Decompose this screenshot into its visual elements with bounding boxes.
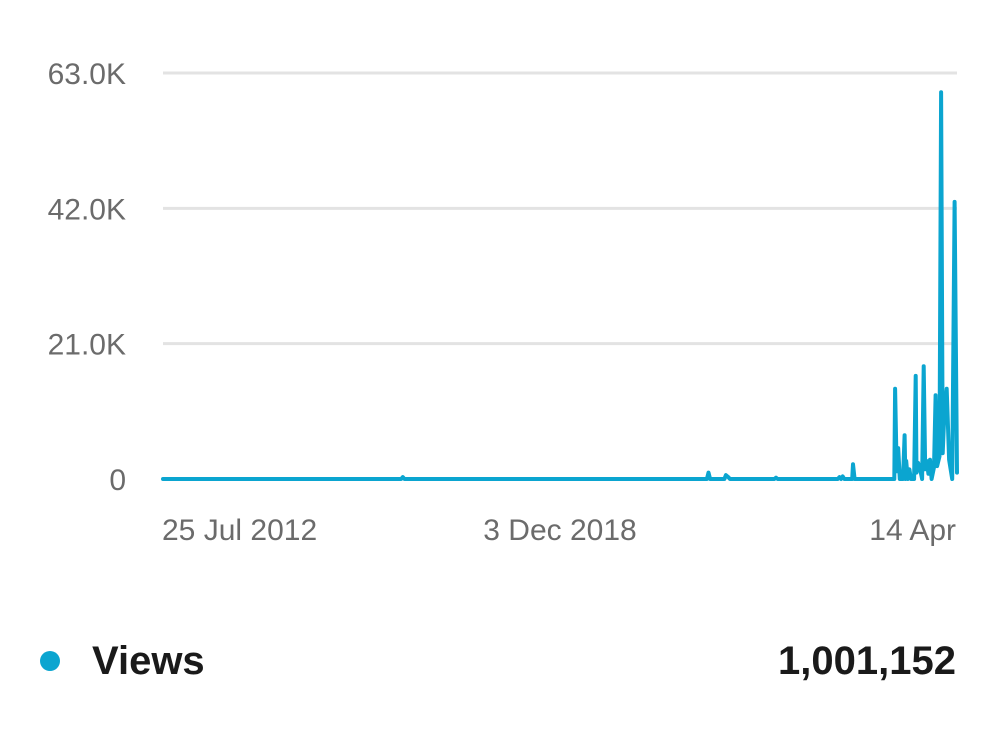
legend-total: 1,001,152 [778, 638, 956, 683]
x-tick-label: 25 Jul 2012 [162, 514, 317, 547]
y-tick-label: 0 [109, 464, 126, 497]
legend-label: Views [92, 638, 205, 683]
legend-dot-icon [40, 651, 60, 671]
x-tick-label: 3 Dec 2018 [483, 514, 636, 547]
legend-entry: Views [40, 639, 205, 684]
y-axis-tick-labels: 63.0K 42.0K 21.0K 0 [48, 58, 126, 497]
series-line-views [161, 90, 959, 481]
x-tick-label: 14 Apr [869, 514, 956, 547]
y-tick-label: 42.0K [48, 193, 126, 226]
grid-lines [163, 71, 957, 346]
y-tick-label: 21.0K [48, 329, 126, 362]
line-chart: 63.0K 42.0K 21.0K 0 25 Jul 2012 3 Dec 2018 14… [48, 58, 959, 547]
x-axis-tick-labels: 25 Jul 2012 3 Dec 2018 14 Apr [162, 514, 956, 547]
legend: Views 1,001,152 [40, 628, 956, 694]
y-tick-label: 63.0K [48, 58, 126, 91]
series-lines [161, 90, 959, 481]
